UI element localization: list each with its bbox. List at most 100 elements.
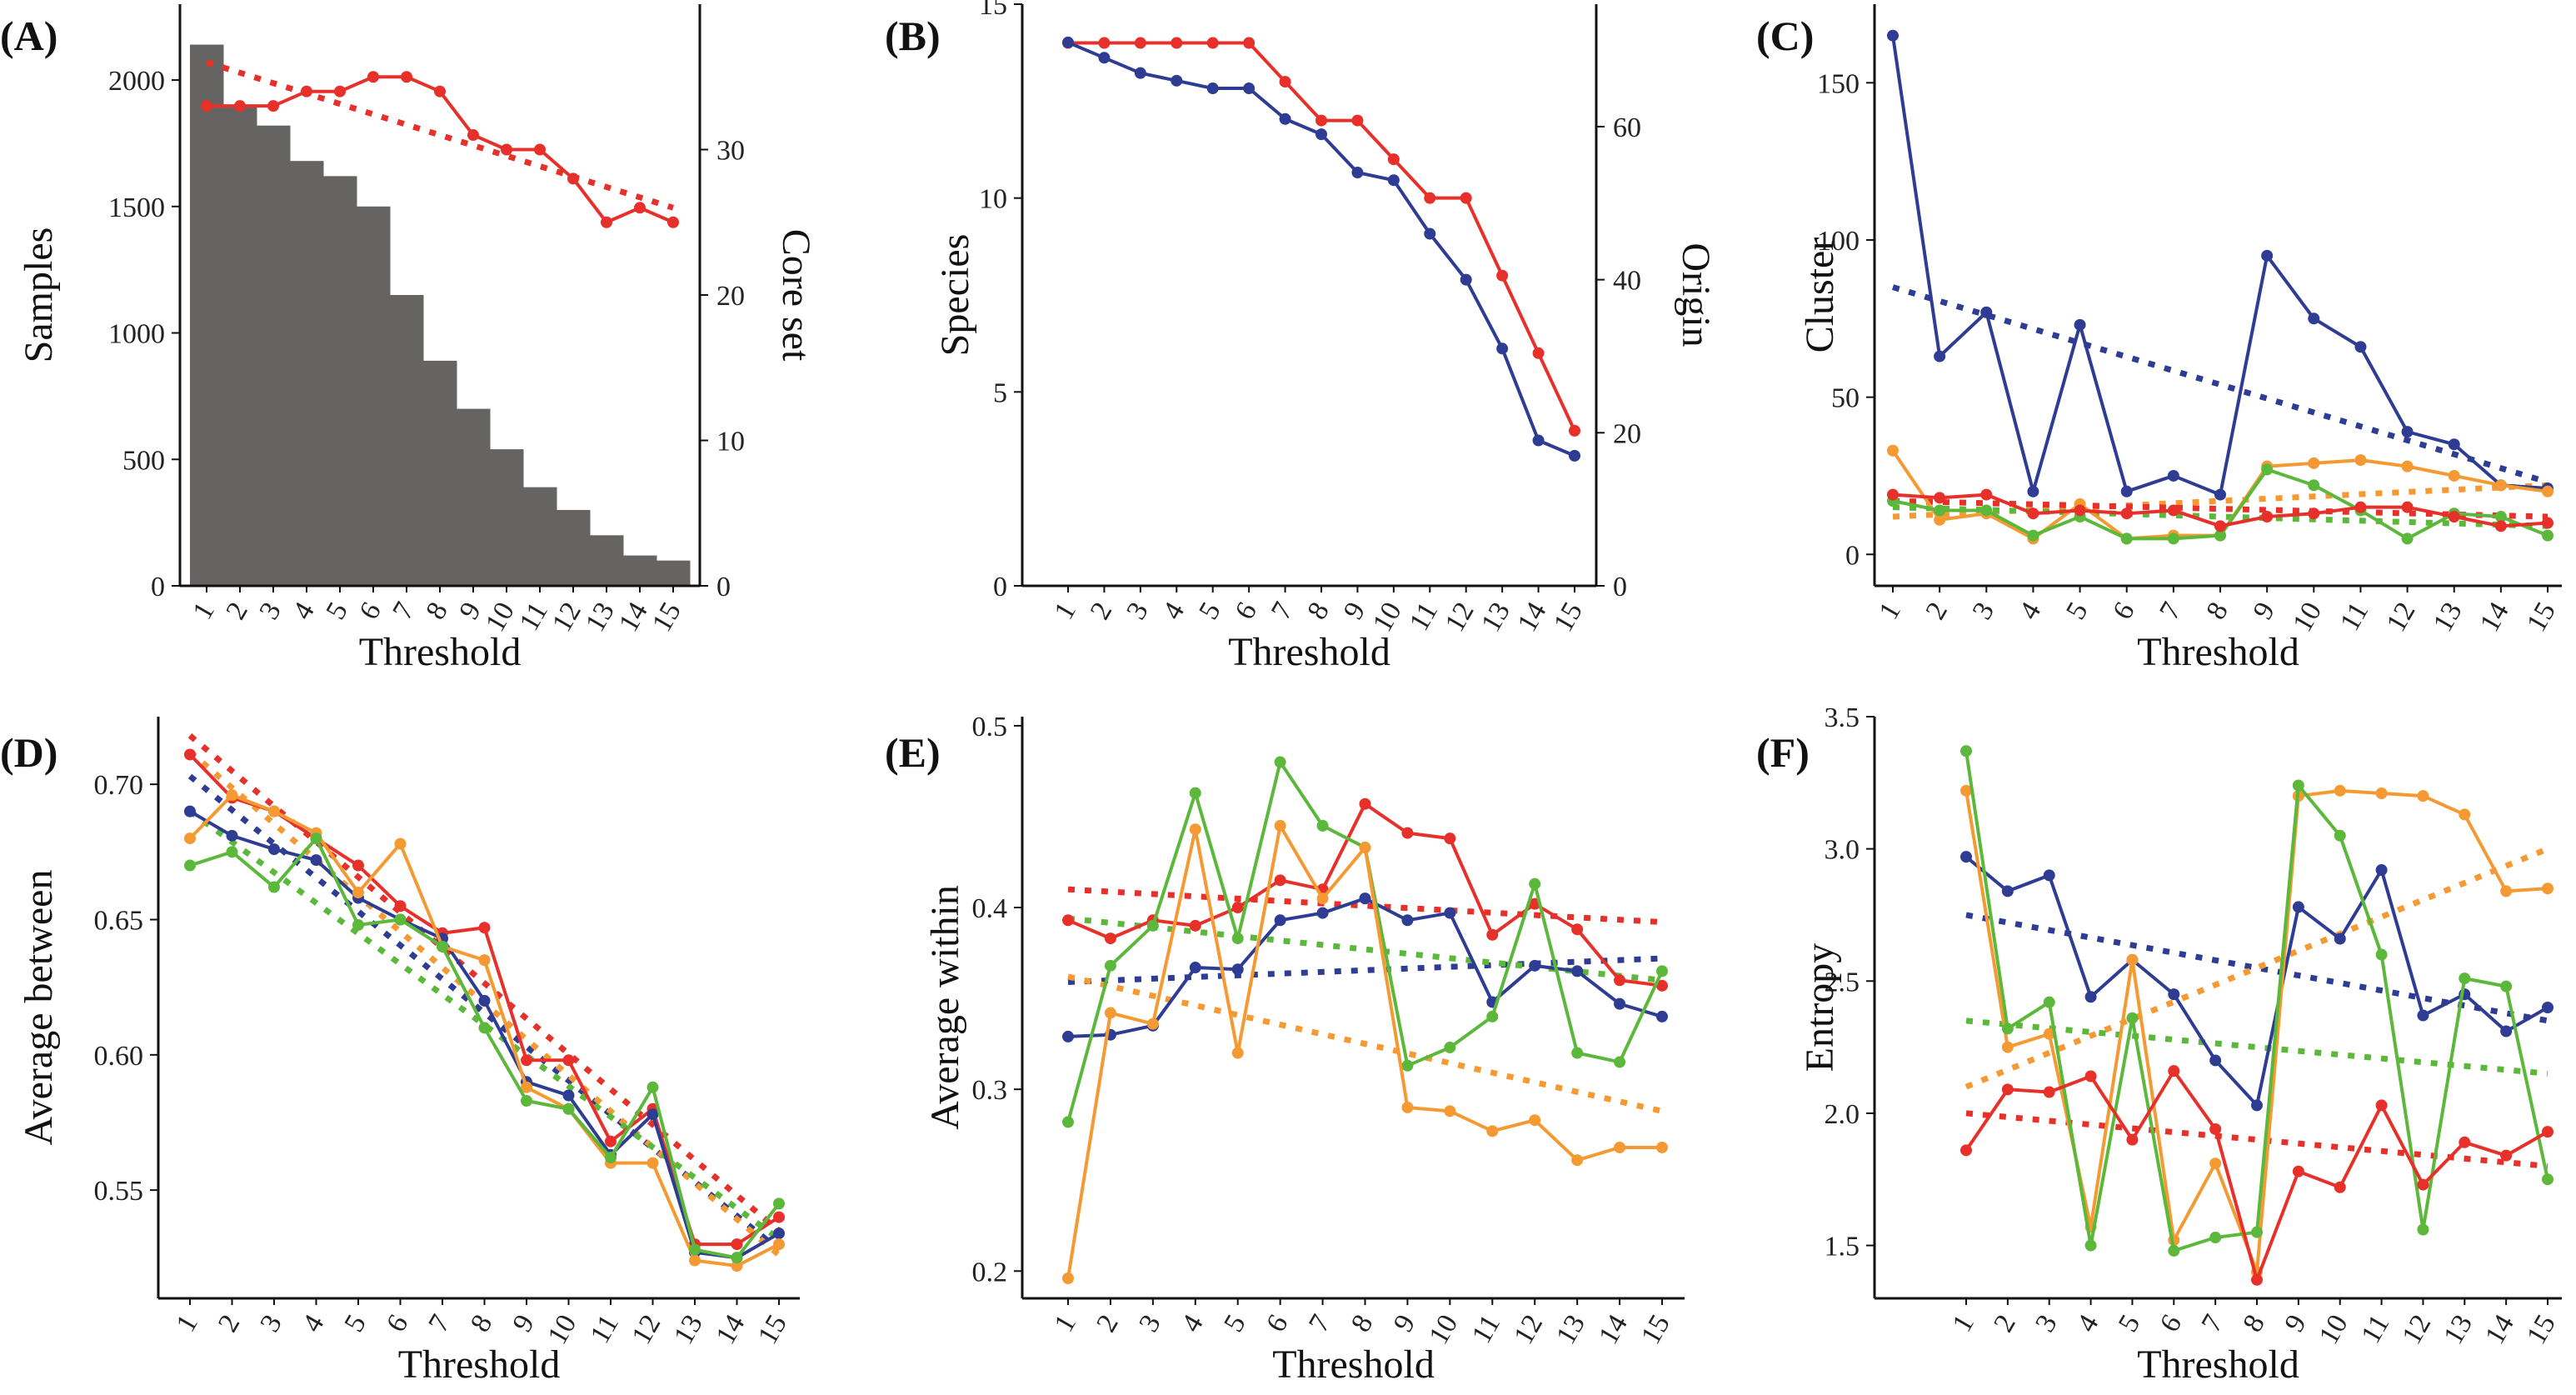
red-data-point <box>2214 520 2226 532</box>
x-tick-label: 5 <box>2113 1310 2147 1338</box>
red-data-point <box>634 202 646 214</box>
red-data-point <box>1532 347 1545 359</box>
blue-data-point <box>2214 488 2226 501</box>
x-tick-label: 1 <box>1946 1310 1980 1338</box>
x-tick-label: 15 <box>2521 1310 2562 1350</box>
blue-data-point <box>1351 167 1364 179</box>
green-data-point <box>521 1095 532 1108</box>
green-data-point <box>2500 980 2513 992</box>
blue-data-point <box>2417 1009 2429 1022</box>
blue-data-point <box>1231 963 1244 976</box>
orange-data-point <box>2494 479 2507 492</box>
blue-data-point <box>2043 869 2055 882</box>
green-data-point <box>1316 819 1329 832</box>
red-series-line <box>1068 41 1576 432</box>
blue-data-point <box>1460 273 1472 286</box>
green-data-point <box>2308 479 2320 492</box>
green-data-point <box>352 918 364 931</box>
blue-data-point <box>310 854 322 867</box>
y2-tick-label: 10 <box>716 427 745 458</box>
red-data-point <box>267 100 279 112</box>
bar-samples <box>323 176 357 586</box>
y-axis-title: Species <box>933 234 977 357</box>
red-data-point <box>2027 508 2039 520</box>
blue-data-point <box>646 1108 659 1121</box>
red-data-point <box>1496 269 1509 282</box>
panel-e: (E)0.20.30.40.51 2 3 4 5 6 7 8 9 10 11 12 13 14 15Thre… <box>885 712 1685 1387</box>
x-tick-label: 15 <box>752 1310 793 1350</box>
orange-trend-line <box>1067 973 1663 1114</box>
x-tick-label: 3 <box>254 1310 288 1338</box>
blue-data-point <box>2375 864 2388 877</box>
orange-data-point <box>1231 1047 1244 1059</box>
red-data-point <box>562 1054 575 1067</box>
x-tick-label: 2 <box>1920 598 1954 625</box>
y-tick-label: 1.5 <box>1825 1232 1860 1262</box>
x-tick-label: 4 <box>1176 1310 1210 1338</box>
red-data-point <box>2448 510 2460 522</box>
red-data-point <box>1171 37 1183 49</box>
red-data-point <box>1274 874 1286 887</box>
y-tick-label: 0 <box>151 572 165 602</box>
orange-data-point <box>2001 1041 2014 1053</box>
x-tick-label: 9 <box>2279 1310 2313 1338</box>
x-tick-label: 2 <box>1988 1310 2022 1338</box>
orange-data-point <box>1316 892 1329 905</box>
x-tick-label: 11 <box>1466 1310 1506 1349</box>
y-tick-label: 5 <box>993 378 1007 408</box>
red-data-point <box>2074 504 2086 517</box>
red-data-point <box>367 71 379 83</box>
orange-data-point <box>268 805 280 818</box>
x-tick-label: 14 <box>1511 598 1552 638</box>
x-axis-title: Threshold <box>2137 1342 2299 1387</box>
green-data-point <box>1934 504 1946 517</box>
red-data-point <box>434 85 446 98</box>
orange-data-point <box>2459 808 2471 821</box>
red-data-point <box>534 143 546 156</box>
red-data-point <box>2043 1086 2055 1098</box>
orange-data-point <box>2401 460 2414 472</box>
bar-samples <box>257 125 291 587</box>
blue-data-point <box>1359 892 1371 905</box>
red-data-point <box>1315 114 1327 127</box>
orange-data-point <box>1189 823 1201 836</box>
orange-data-point <box>521 1081 532 1093</box>
green-data-point <box>2542 1173 2554 1186</box>
y-axis-title: Average between <box>17 870 61 1146</box>
orange-data-point <box>773 1238 785 1251</box>
red-data-point <box>2334 1181 2346 1193</box>
green-data-point <box>184 859 196 872</box>
orange-data-point <box>1401 1101 1414 1113</box>
x-tick-label: 6 <box>1230 598 1264 625</box>
x-tick-label: 12 <box>1508 1310 1549 1350</box>
blue-data-point <box>2120 485 2133 498</box>
blue-data-point <box>1098 52 1111 64</box>
y2-axis-title: Origin <box>1674 242 1718 347</box>
orange-data-point <box>2209 1158 2222 1170</box>
y-tick-label: 2.5 <box>1825 967 1860 998</box>
green-data-point <box>478 1022 491 1034</box>
red-data-point <box>2120 508 2133 520</box>
orange-data-point <box>184 832 196 845</box>
x-tick-label: 6 <box>381 1310 415 1338</box>
y-tick-label: 1500 <box>108 192 165 223</box>
green-series-line <box>1066 760 1664 1122</box>
x-tick-label: 14 <box>2479 1310 2520 1350</box>
red-data-point <box>1934 492 1946 504</box>
blue-data-point <box>1387 174 1400 187</box>
red-data-point <box>394 900 407 912</box>
y2-tick-label: 30 <box>716 136 745 167</box>
x-tick-label: 4 <box>297 1310 331 1338</box>
red-data-point <box>1656 979 1668 992</box>
x-tick-label: 14 <box>710 1310 751 1350</box>
orange-data-point <box>2126 953 2139 966</box>
panel-label: (D) <box>0 729 57 776</box>
x-tick-label: 6 <box>353 598 387 625</box>
x-tick-label: 4 <box>1157 598 1191 625</box>
red-data-point <box>1134 37 1146 49</box>
red-data-point <box>184 748 196 761</box>
green-data-point <box>1062 1116 1074 1128</box>
